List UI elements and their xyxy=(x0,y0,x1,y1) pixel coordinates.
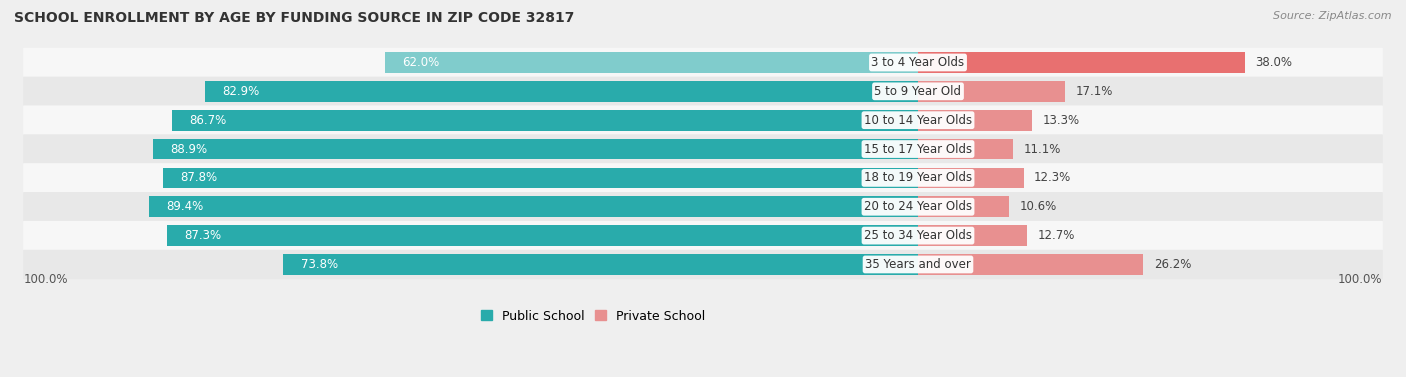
FancyBboxPatch shape xyxy=(22,134,1384,164)
Text: 25 to 34 Year Olds: 25 to 34 Year Olds xyxy=(865,229,972,242)
Text: 26.2%: 26.2% xyxy=(1154,258,1191,271)
Text: 17.1%: 17.1% xyxy=(1076,85,1112,98)
Bar xyxy=(918,81,1066,102)
Bar xyxy=(149,196,918,217)
Text: 15 to 17 Year Olds: 15 to 17 Year Olds xyxy=(863,143,972,156)
Text: 62.0%: 62.0% xyxy=(402,56,439,69)
Text: 88.9%: 88.9% xyxy=(170,143,208,156)
FancyBboxPatch shape xyxy=(22,192,1384,221)
Legend: Public School, Private School: Public School, Private School xyxy=(475,305,710,328)
Bar xyxy=(918,196,1010,217)
FancyBboxPatch shape xyxy=(22,250,1384,279)
Bar xyxy=(167,225,918,246)
Text: 86.7%: 86.7% xyxy=(190,114,226,127)
Text: 73.8%: 73.8% xyxy=(301,258,337,271)
Bar xyxy=(918,225,1028,246)
Bar xyxy=(918,139,1014,159)
Text: 87.8%: 87.8% xyxy=(180,172,218,184)
Text: 82.9%: 82.9% xyxy=(222,85,260,98)
FancyBboxPatch shape xyxy=(22,106,1384,135)
FancyBboxPatch shape xyxy=(22,163,1384,193)
Bar xyxy=(205,81,918,102)
Text: 38.0%: 38.0% xyxy=(1256,56,1292,69)
Text: 5 to 9 Year Old: 5 to 9 Year Old xyxy=(875,85,962,98)
Text: 12.3%: 12.3% xyxy=(1033,172,1071,184)
Bar xyxy=(385,52,918,73)
Text: 87.3%: 87.3% xyxy=(184,229,222,242)
Text: 13.3%: 13.3% xyxy=(1043,114,1080,127)
Text: SCHOOL ENROLLMENT BY AGE BY FUNDING SOURCE IN ZIP CODE 32817: SCHOOL ENROLLMENT BY AGE BY FUNDING SOUR… xyxy=(14,11,575,25)
Bar xyxy=(918,167,1024,188)
Text: 100.0%: 100.0% xyxy=(24,273,67,286)
Bar xyxy=(918,52,1244,73)
FancyBboxPatch shape xyxy=(22,221,1384,250)
Bar xyxy=(173,110,918,130)
Bar xyxy=(918,254,1143,275)
Text: 10.6%: 10.6% xyxy=(1019,200,1057,213)
Bar xyxy=(153,139,918,159)
Text: 10 to 14 Year Olds: 10 to 14 Year Olds xyxy=(863,114,972,127)
Text: 12.7%: 12.7% xyxy=(1038,229,1076,242)
Text: 20 to 24 Year Olds: 20 to 24 Year Olds xyxy=(863,200,972,213)
FancyBboxPatch shape xyxy=(22,77,1384,106)
Text: 35 Years and over: 35 Years and over xyxy=(865,258,972,271)
Bar xyxy=(284,254,918,275)
Text: 11.1%: 11.1% xyxy=(1024,143,1062,156)
Bar xyxy=(163,167,918,188)
Text: Source: ZipAtlas.com: Source: ZipAtlas.com xyxy=(1274,11,1392,21)
Text: 100.0%: 100.0% xyxy=(1339,273,1382,286)
Text: 18 to 19 Year Olds: 18 to 19 Year Olds xyxy=(863,172,972,184)
Text: 3 to 4 Year Olds: 3 to 4 Year Olds xyxy=(872,56,965,69)
Bar xyxy=(918,110,1032,130)
Text: 89.4%: 89.4% xyxy=(166,200,204,213)
FancyBboxPatch shape xyxy=(22,48,1384,77)
